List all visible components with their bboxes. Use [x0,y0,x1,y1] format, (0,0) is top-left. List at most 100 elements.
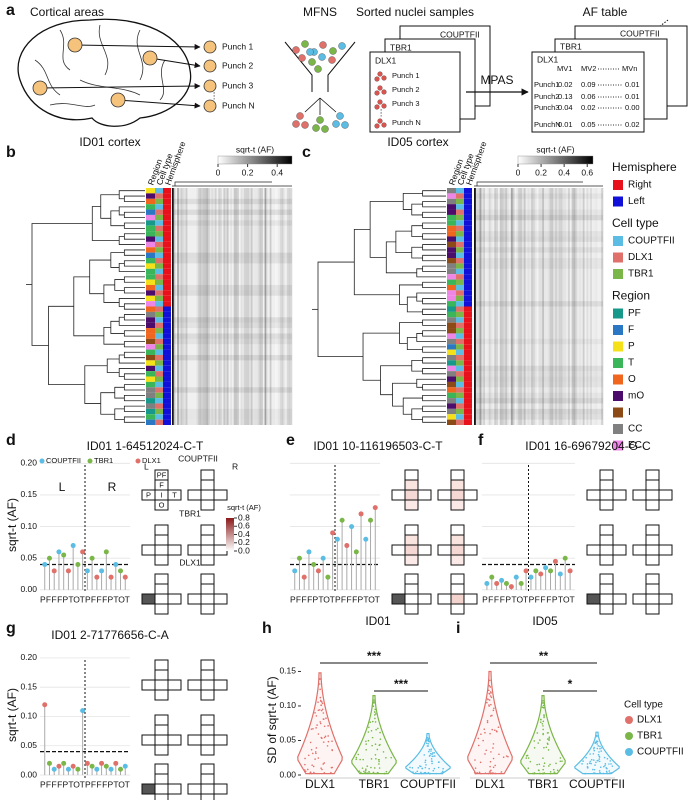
heat-column [240,188,243,425]
celltype-cell [456,220,464,226]
region-cell [200,783,215,795]
jitter-point [369,721,372,724]
region-cell [447,392,456,399]
region-cell [146,376,155,382]
hemisphere-cell [163,295,171,302]
column-dendrogram [172,181,292,187]
dendrogram [422,405,446,412]
region-cell [146,322,155,329]
lollipop-dot [543,565,549,571]
jitter-point [379,731,381,734]
region-cell [447,328,456,334]
jitter-point [586,763,589,765]
legend-swatch [613,236,623,246]
lollipop-dot [103,549,109,555]
region-cell [146,354,155,361]
region-cell [404,524,419,536]
x-tick-label: F [91,779,96,789]
dendrogram [118,263,145,272]
heat-column [571,188,574,425]
region-cell [167,544,182,556]
jitter-point [494,764,496,767]
jitter-point [582,760,584,762]
jitter-point [609,771,611,774]
jitter-point [303,769,306,771]
jitter-point [599,747,601,750]
region-cell [200,679,215,691]
heat-column [560,188,563,425]
jitter-point [492,709,495,712]
hemisphere-cell [163,193,171,199]
nucleus [328,56,336,64]
jitter-point [321,768,323,771]
jitter-point [542,720,545,723]
jitter-point [427,739,430,741]
celltype-cell [456,338,464,345]
region-cell [187,593,202,605]
x-tick-label: P [312,594,318,604]
dendrogram [416,333,446,342]
y-tick-label: 0.05 [279,735,296,745]
jitter-point [542,700,544,702]
region-cell [599,573,614,585]
region-cell [154,573,169,585]
hemisphere-cell [464,306,472,312]
region-cell [658,489,673,501]
lollipop-dot [42,562,48,568]
dendrogram [422,357,446,364]
heat-column [496,188,499,425]
heat-row [173,317,292,323]
region-cell [213,783,228,795]
hemisphere-cell [464,419,472,425]
region-cell [447,414,456,420]
dendrogram [84,365,108,404]
region-cell [154,724,169,736]
dendrogram [118,354,145,364]
region-cell [447,295,456,302]
region-cell [447,371,456,377]
jitter-point [547,731,549,734]
region-cell [586,593,601,605]
colorbar-tick-label: 0.4 [238,529,250,539]
celltype-cell [155,333,163,339]
heat-row [173,354,292,361]
jitter-point [598,760,601,763]
heat-column [492,188,495,425]
hemisphere-cell [464,290,472,296]
table-header: MV1 [557,64,572,73]
table-cell: 0.01 [558,120,573,129]
nucleus [298,54,306,62]
x-tick-label: T [330,594,335,604]
heat-column [490,188,493,425]
lollipop-dot [499,577,505,583]
dendrogram [106,358,120,373]
celltype-cell [155,344,163,350]
region-cell [447,333,456,339]
heat-column [591,188,595,425]
jitter-point [482,739,484,742]
jitter-point [437,766,440,769]
panel-label: h [262,620,272,637]
celltype-cell [155,204,163,210]
jitter-point [545,746,548,749]
lollipop-dot [70,763,76,769]
region-cell [599,469,614,481]
colorbar-tick-label: 0.6 [238,521,250,531]
sorted-title: Sorted nuclei samples [356,5,474,19]
legend-swatch [613,424,623,434]
jitter-point [533,772,536,774]
heat-column [555,188,558,425]
jitter-point [323,772,326,774]
heat-column [536,188,539,425]
region-cell [450,469,465,481]
legend-title: Cell type [612,216,659,230]
celltype-cell [155,322,163,329]
region-cell [447,214,456,221]
region-cell [154,773,169,785]
heat-column [288,188,291,425]
heat-column [252,188,255,425]
jitter-point [486,721,489,724]
jitter-point [322,712,325,714]
lollipop-dot [552,558,558,564]
jitter-point [543,714,545,716]
